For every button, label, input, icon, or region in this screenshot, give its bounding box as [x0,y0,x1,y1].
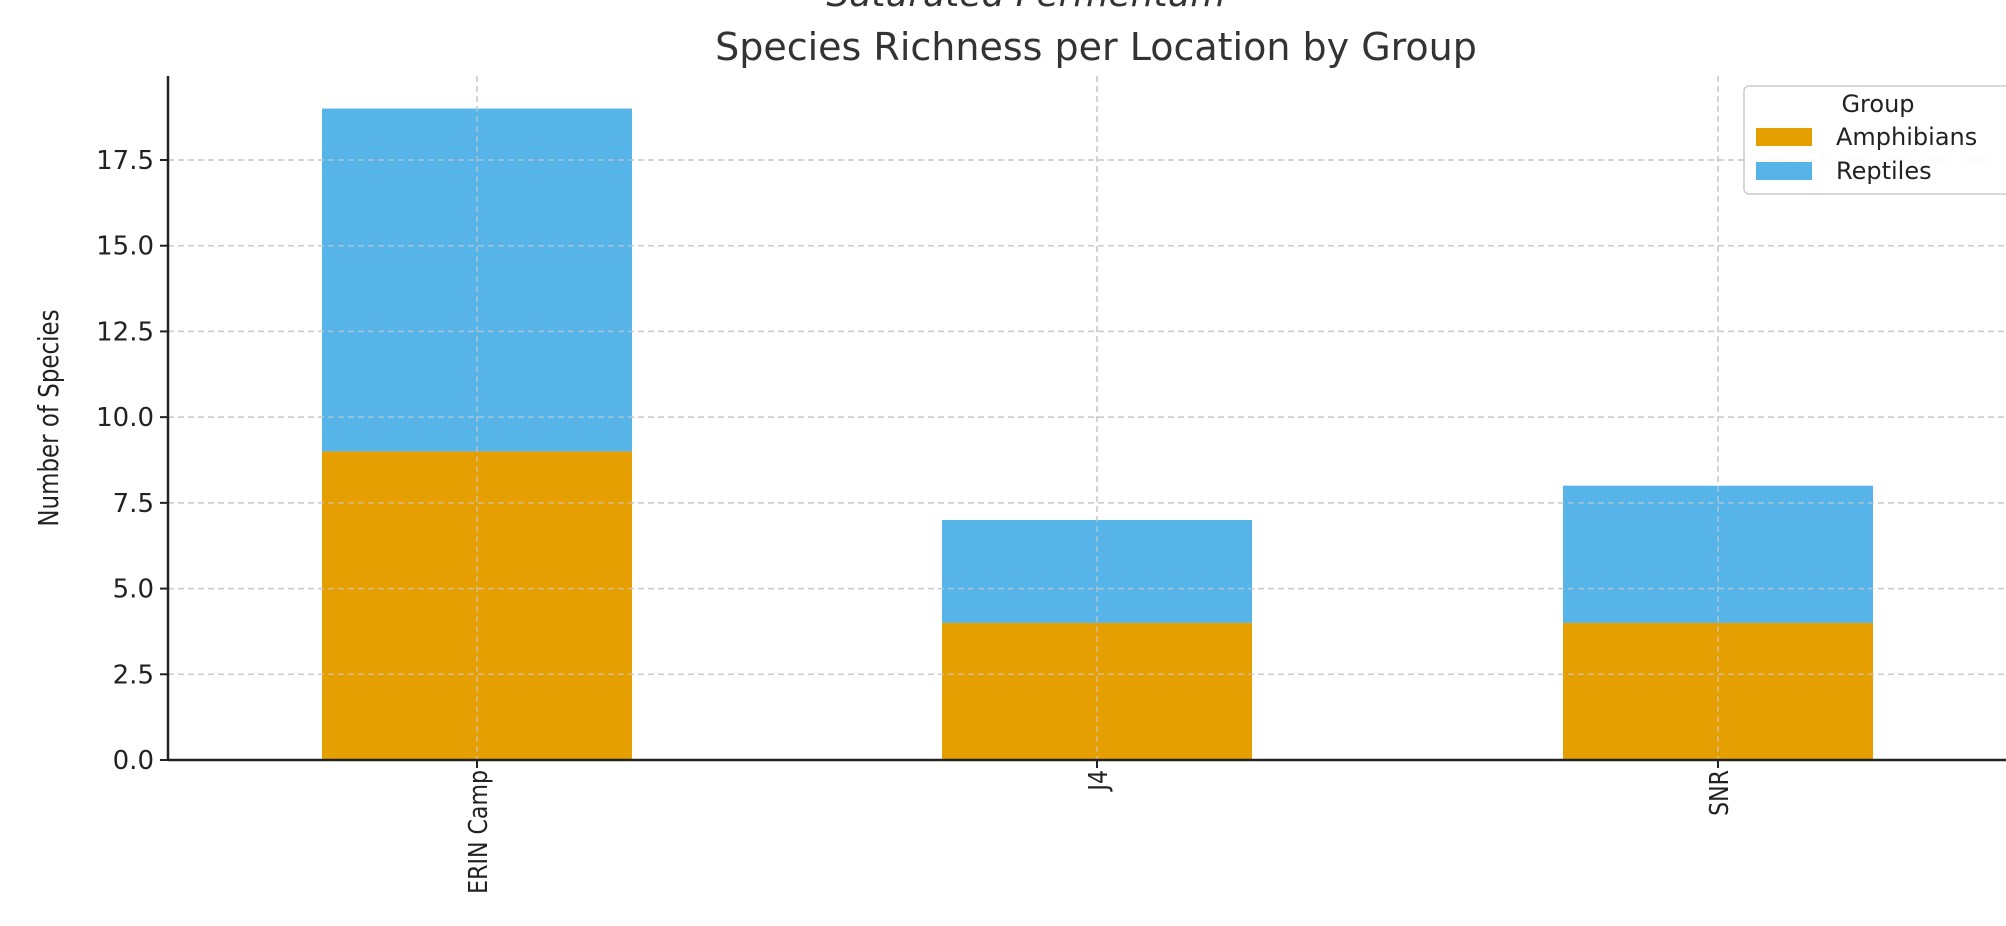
chart-title: Species Richness per Location by Group [715,25,1477,69]
legend-swatch-reptiles [1756,162,1812,180]
y-tick-labels: 0.0 2.5 5.0 7.5 10.0 12.5 15.0 17.5 [96,146,168,776]
x-tick-labels: ERIN Camp J4 SNR [463,760,1734,894]
y-tick-label: 15.0 [96,232,154,262]
y-tick-label: 2.5 [113,660,154,690]
y-tick-label: 17.5 [96,146,154,176]
y-tick-label: 12.5 [96,317,154,347]
y-tick-label: 0.0 [113,746,154,776]
legend-label-reptiles: Reptiles [1836,157,1932,185]
y-tick-label: 10.0 [96,403,154,433]
x-tick-label: ERIN Camp [463,770,493,894]
x-tick-label: SNR [1704,770,1734,816]
x-tick-label: J4 [1083,770,1113,792]
y-tick-label: 5.0 [113,575,154,605]
legend-title: Group [1841,90,1914,118]
bars-group [168,76,2006,760]
clipped-title: Saturated Fermentum [827,0,1226,15]
legend-swatch-amphibians [1756,128,1812,146]
legend-label-amphibians: Amphibians [1836,123,1977,151]
y-tick-label: 7.5 [113,489,154,519]
legend: Group Amphibians Reptiles [1743,85,2006,195]
y-axis-label: Number of Species [33,309,66,526]
